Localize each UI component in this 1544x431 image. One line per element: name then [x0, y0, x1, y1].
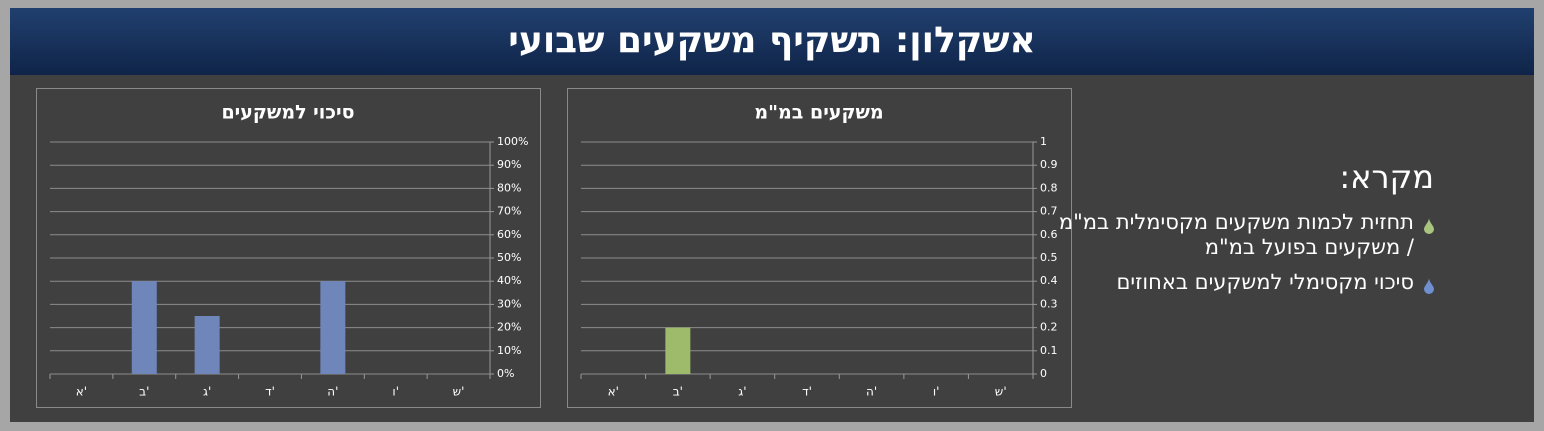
page-title: אשקלון: תשקיף משקעים שבועי [508, 20, 1035, 61]
x-tick-label: ש' [453, 385, 465, 399]
y-tick-label: 0.8 [1040, 181, 1058, 194]
legend-item: תחזית לכמות משקעים מקסימלית במ"מ / משקעי… [1054, 210, 1434, 260]
legend-icon [1424, 218, 1434, 234]
y-tick-label: 0.4 [1040, 274, 1058, 287]
y-tick-label: 1 [1040, 135, 1047, 148]
chart-frame [36, 88, 541, 408]
bar [320, 281, 346, 374]
y-tick-label: 0 [1040, 367, 1047, 380]
y-tick-label: 0.5 [1040, 251, 1058, 264]
charts: סיכוי למשקעים 0% 10% 20% 30% 40% 50% 60% 70% 80% 9… [36, 88, 1072, 408]
drop [1424, 218, 1434, 234]
y-tick-label: 0.2 [1040, 321, 1058, 334]
chart-title: משקעים במ"מ [754, 102, 883, 124]
x-tick-label: ב' [139, 385, 149, 399]
chart-frame [567, 88, 1072, 408]
y-tick-label: 10% [497, 344, 521, 357]
y-tick-label: 0.6 [1040, 228, 1058, 241]
y-tick-label: 50% [497, 251, 521, 264]
y-tick-label: 60% [497, 228, 521, 241]
y-tick-label: 100% [497, 135, 528, 148]
y-tick-label: 0% [497, 367, 514, 380]
x-tick-label: ג' [203, 385, 211, 399]
bar [665, 327, 691, 374]
x-tick-label: א' [608, 385, 619, 399]
header-bar [10, 8, 1534, 75]
bar [194, 316, 220, 374]
x-tick-label: ה' [327, 385, 338, 399]
y-tick-label: 30% [497, 297, 521, 310]
legend-icon [1424, 278, 1434, 294]
x-tick-label: ד' [802, 385, 812, 399]
drop [1424, 278, 1434, 294]
legend-item: סיכוי מקסימלי למשקעים באחוזים [1054, 270, 1434, 295]
y-tick-label: 90% [497, 158, 521, 171]
x-tick-label: ה' [866, 385, 877, 399]
panel [10, 8, 1534, 422]
y-tick-label: 0.7 [1040, 205, 1058, 218]
y-tick-label: 0.1 [1040, 344, 1058, 357]
y-tick-label: 0.9 [1040, 158, 1058, 171]
y-tick-label: 40% [497, 274, 521, 287]
chart-title: סיכוי למשקעים [221, 102, 354, 124]
x-tick-label: ו' [392, 385, 399, 399]
legend: מקרא: תחזית לכמות משקעים מקסימלית במ"מ /… [1054, 158, 1434, 305]
legend-title: מקרא: [1339, 158, 1434, 196]
x-tick-label: ו' [933, 385, 940, 399]
y-tick-label: 0.3 [1040, 297, 1058, 310]
y-tick-label: 80% [497, 181, 521, 194]
bar [131, 281, 157, 374]
x-tick-label: ש' [995, 385, 1007, 399]
y-tick-label: 70% [497, 205, 521, 218]
x-tick-label: ב' [673, 385, 683, 399]
legend-label: תחזית לכמות משקעים מקסימלית במ"מ / משקעי… [1058, 210, 1414, 259]
y-tick-label: 20% [497, 321, 521, 334]
x-tick-label: א' [76, 385, 87, 399]
legend-label: סיכוי מקסימלי למשקעים באחוזים [1116, 270, 1414, 294]
x-tick-label: ד' [265, 385, 275, 399]
x-tick-label: ג' [738, 385, 746, 399]
